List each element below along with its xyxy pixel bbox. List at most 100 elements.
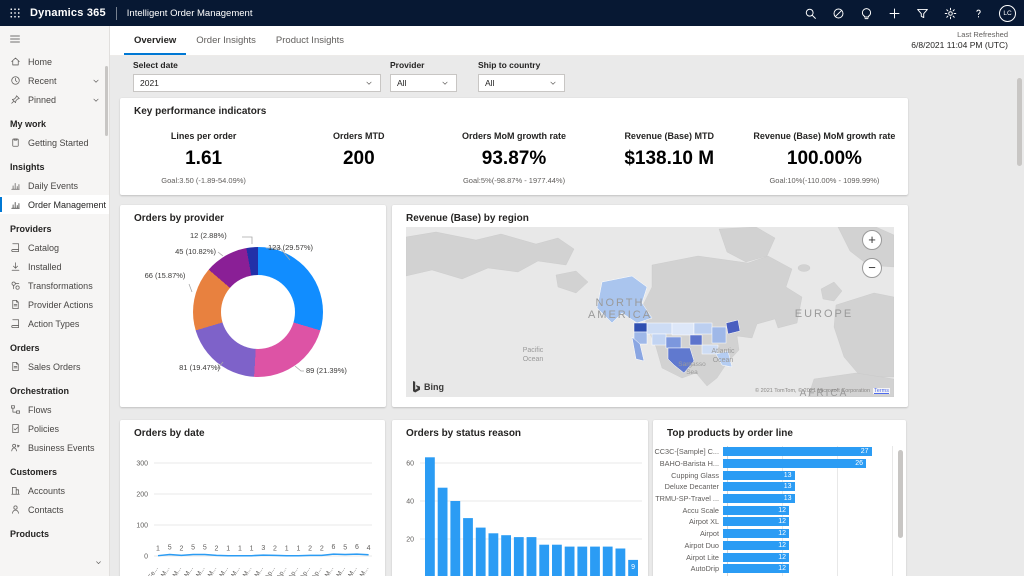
orders-by-date-line-chart[interactable]: 300 200 100 0 1 Fe... 5 M... 2 M... 5 M... 5 M... 2 M..…: [120, 440, 385, 576]
map-zoom-in-button[interactable]: +: [862, 230, 882, 250]
donut-callout-label: 12 (2.88%): [190, 231, 227, 240]
sidebar-item-pinned[interactable]: Pinned: [0, 90, 109, 109]
main-scrollbar[interactable]: [1017, 78, 1022, 166]
sidebar-item-action-types[interactable]: Action Types: [0, 314, 109, 333]
chevron-down-icon: [440, 78, 450, 88]
map-land-greenland: [718, 227, 776, 263]
product-label: Airpot Lite: [686, 552, 719, 562]
product-bar[interactable]: 12: [723, 552, 789, 562]
svg-text:300: 300: [136, 461, 148, 468]
svg-text:1: 1: [250, 546, 254, 553]
map-label-atlantic-2: Ocean: [713, 357, 734, 364]
ship-to-country-dropdown[interactable]: All: [478, 74, 565, 92]
top-products-row[interactable]: Airpot 12: [653, 528, 906, 540]
filter-provider: Provider All: [390, 60, 457, 92]
hamburger-menu-icon[interactable]: [0, 26, 30, 52]
sidebar-item-sales-orders[interactable]: Sales Orders: [0, 357, 109, 376]
map-zoom-out-button[interactable]: −: [862, 258, 882, 278]
filter-icon[interactable]: [911, 2, 933, 24]
sidebar-section-insights: Insights: [10, 162, 45, 172]
bing-logo: Bing: [412, 381, 444, 393]
provider-dropdown[interactable]: All: [390, 74, 457, 92]
sidebar-item-transformations[interactable]: Transformations: [0, 276, 109, 295]
gridline: [892, 446, 893, 576]
transform-icon: [10, 280, 21, 291]
product-bar[interactable]: 12: [723, 529, 789, 539]
settings-icon[interactable]: [939, 2, 961, 24]
revenue-by-region-card: Revenue (Base) by region: [392, 205, 908, 407]
kpi-goal: Goal:5%(-98.87% - 1977.44%): [462, 176, 566, 185]
map-terms-link[interactable]: Terms: [873, 388, 890, 394]
top-products-row[interactable]: CC3C-[Sample] C... 27: [653, 446, 906, 458]
sidebar-item-recent[interactable]: Recent: [0, 71, 109, 90]
sidebar-item-catalog[interactable]: Catalog: [0, 238, 109, 257]
select-date-dropdown[interactable]: 2021: [133, 74, 381, 92]
product-bar[interactable]: 12: [723, 517, 789, 527]
sidebar-item-accounts[interactable]: Accounts: [0, 481, 109, 500]
top-products-row[interactable]: BAHO-Barista H... 26: [653, 458, 906, 470]
top-products-row[interactable]: Airpot Duo 12: [653, 540, 906, 552]
tab-overview[interactable]: Overview: [124, 27, 187, 55]
top-products-row[interactable]: TRMU-SP-Travel ... 13: [653, 493, 906, 505]
sidebar-item-policies[interactable]: Policies: [0, 419, 109, 438]
book-icon: [10, 318, 21, 329]
sidebar-item-order-management[interactable]: Order Management: [0, 195, 109, 214]
sidebar-item-flows[interactable]: Flows: [0, 400, 109, 419]
sidebar-item-home[interactable]: Home: [0, 52, 109, 71]
main-content: Overview Order Insights Product Insights L…: [110, 26, 1024, 576]
sidebar-item-daily-events[interactable]: Daily Events: [0, 176, 109, 195]
svg-text:200: 200: [136, 492, 148, 499]
help-icon[interactable]: [967, 2, 989, 24]
chevron-down-icon[interactable]: [91, 95, 101, 105]
waffle-menu-icon[interactable]: [0, 0, 30, 26]
product-bar[interactable]: 12: [723, 540, 789, 550]
last-refreshed-value: 6/8/2021 11:04 PM (UTC): [911, 40, 1008, 50]
sidebar-item-provider-actions[interactable]: Provider Actions: [0, 295, 109, 314]
add-icon[interactable]: [883, 2, 905, 24]
kpi-goal: Goal:10%(-110.00% - 1099.99%): [769, 176, 880, 185]
top-products-row[interactable]: AutoDrip 12: [653, 563, 906, 575]
product-bar[interactable]: 12: [723, 564, 789, 574]
top-products-row[interactable]: Airpot XL 12: [653, 516, 906, 528]
product-bar-value: 27: [860, 448, 869, 456]
sidebar-item-contacts[interactable]: Contacts: [0, 500, 109, 519]
orders-by-provider-donut-chart[interactable]: 123 (29.57%) 89 (21.39%) 81 (19.47%) 66 (15…: [120, 205, 386, 407]
orders-by-status-reason-bar-chart[interactable]: 20 40 60 9: [392, 440, 648, 576]
sidebar-item-label: Contacts: [28, 504, 64, 515]
insights-icon[interactable]: [827, 2, 849, 24]
product-bar[interactable]: 12: [723, 505, 789, 515]
revenue-by-region-map[interactable]: NORTH AMERICA EUROPE Pacific Ocean Atlan…: [406, 227, 894, 397]
search-icon[interactable]: [799, 2, 821, 24]
brand-title[interactable]: Dynamics 365: [30, 7, 106, 19]
sidebar-nav: Home Recent Pinned My work Getting Started In…: [0, 26, 110, 576]
user-avatar[interactable]: LC: [999, 4, 1016, 22]
orders-by-provider-card: Orders by provider 123 (29.57%) 89 (21.39…: [120, 205, 386, 407]
top-products-row[interactable]: Accu Scale 12: [653, 504, 906, 516]
top-products-row[interactable]: Airpot Lite 12: [653, 551, 906, 563]
sidebar-item-getting-started[interactable]: Getting Started: [0, 133, 109, 152]
chart-icon: [10, 199, 21, 210]
product-label: Cupping Glass: [671, 470, 719, 480]
top-products-row[interactable]: Deluxe Decanter 13: [653, 481, 906, 493]
sidebar-section-orders: Orders: [10, 343, 40, 353]
sidebar-item-label: Accounts: [28, 485, 66, 496]
top-products-row[interactable]: Cupping Glass 13: [653, 469, 906, 481]
tab-order-insights[interactable]: Order Insights: [196, 35, 256, 46]
product-bar[interactable]: 13: [723, 470, 795, 480]
top-products-bar-chart[interactable]: CC3C-[Sample] C... 27 BAHO-Barista H... 26 C…: [653, 446, 906, 575]
lightbulb-icon[interactable]: [855, 2, 877, 24]
product-label: Deluxe Decanter: [664, 482, 719, 492]
top-products-scrollbar[interactable]: [898, 450, 903, 538]
sidebar-item-business-events[interactable]: Business Events: [0, 438, 109, 457]
chevron-down-icon[interactable]: [91, 76, 101, 86]
product-bar[interactable]: 27: [723, 447, 872, 457]
tab-product-insights[interactable]: Product Insights: [275, 35, 345, 46]
product-bar[interactable]: 13: [723, 494, 795, 504]
sidebar-item-installed[interactable]: Installed: [0, 257, 109, 276]
sidebar-scroll-down-icon[interactable]: [94, 554, 103, 572]
donut-callout-label: 123 (29.57%): [268, 243, 314, 252]
filter-label: Ship to country: [478, 60, 541, 70]
product-bar[interactable]: 26: [723, 459, 866, 469]
sidebar-scrollbar[interactable]: [105, 66, 108, 136]
product-bar[interactable]: 13: [723, 482, 795, 492]
